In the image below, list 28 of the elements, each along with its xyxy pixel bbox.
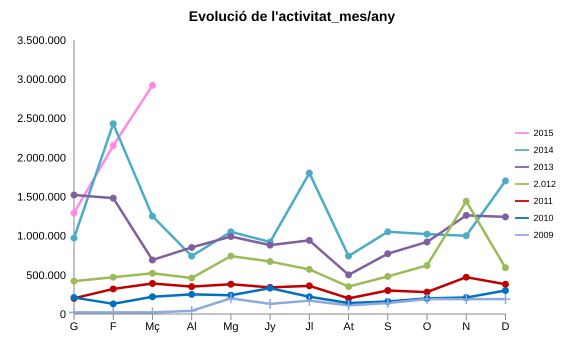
y-tick-label: 1.500.000 <box>17 191 66 204</box>
x-tick-label: N <box>462 320 470 333</box>
legend-label: 2015 <box>533 128 554 138</box>
legend-label: 2011 <box>533 196 553 206</box>
legend-label: 2013 <box>533 162 554 172</box>
y-tick-label: 3.500.000 <box>17 34 66 47</box>
legend-label: 2010 <box>533 212 554 222</box>
y-tick-label: 1.000.000 <box>17 230 66 243</box>
x-tick-label: G <box>70 320 78 333</box>
x-tick-label: Jy <box>264 320 276 333</box>
legend-label: 2.012 <box>533 178 556 188</box>
x-tick-label: F <box>110 320 117 333</box>
legend-label: 2009 <box>533 230 554 240</box>
x-tick-label: Mg <box>223 320 239 333</box>
x-tick-label: Jl <box>305 320 314 333</box>
x-tick-label: D <box>501 320 510 333</box>
y-tick-label: 0 <box>60 308 66 321</box>
x-tick-label: Al <box>186 320 197 333</box>
x-tick-label: S <box>384 320 392 333</box>
chart-title: Evolució de l'activitat_mes/any <box>188 8 396 26</box>
legend-label: 2014 <box>533 144 554 154</box>
y-tick-label: 2.000.000 <box>17 152 66 164</box>
y-tick-label: 2.500.000 <box>17 113 66 126</box>
x-tick-label: At <box>343 320 354 333</box>
x-tick-label: O <box>422 320 432 333</box>
y-tick-label: 500.000 <box>26 270 66 282</box>
y-tick-label: 3.000.000 <box>17 74 66 86</box>
x-tick-label: Mç <box>145 320 160 333</box>
